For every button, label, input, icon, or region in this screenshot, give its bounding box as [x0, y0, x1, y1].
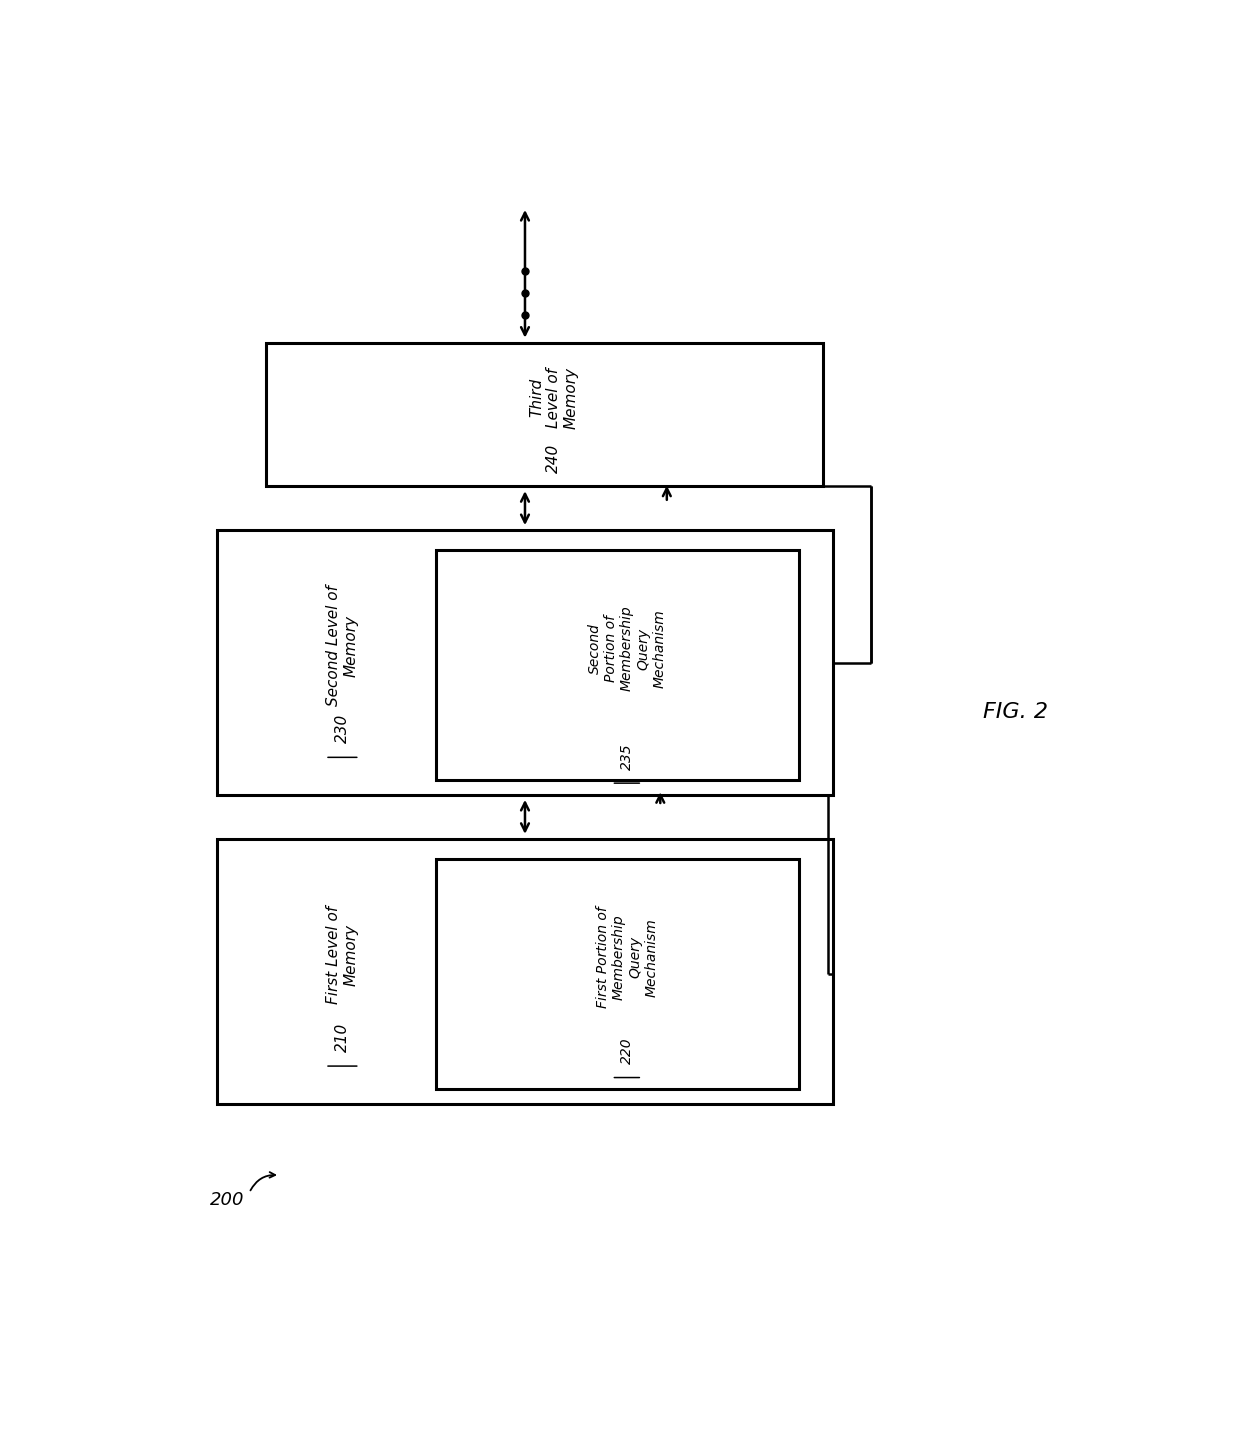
Text: 220: 220: [620, 1038, 634, 1064]
Text: FIG. 2: FIG. 2: [982, 702, 1048, 722]
Text: 210: 210: [335, 1022, 350, 1053]
Bar: [265, 342, 823, 485]
Text: 240: 240: [547, 444, 562, 473]
Bar: [217, 839, 832, 1104]
Bar: [435, 550, 799, 780]
Text: 230: 230: [335, 715, 350, 743]
Text: Second
Portion of
Membership
Query
Mechanism: Second Portion of Membership Query Mecha…: [588, 606, 666, 692]
Text: Third
Level of
Memory: Third Level of Memory: [529, 367, 579, 428]
Bar: [217, 530, 832, 795]
Text: 235: 235: [620, 743, 634, 770]
Text: Second Level of
Memory: Second Level of Memory: [326, 586, 358, 706]
Text: 200: 200: [210, 1190, 244, 1209]
Bar: [435, 859, 799, 1088]
Text: First Level of
Memory: First Level of Memory: [326, 905, 358, 1004]
Text: First Portion of
Membership
Query
Mechanism: First Portion of Membership Query Mechan…: [595, 906, 658, 1008]
